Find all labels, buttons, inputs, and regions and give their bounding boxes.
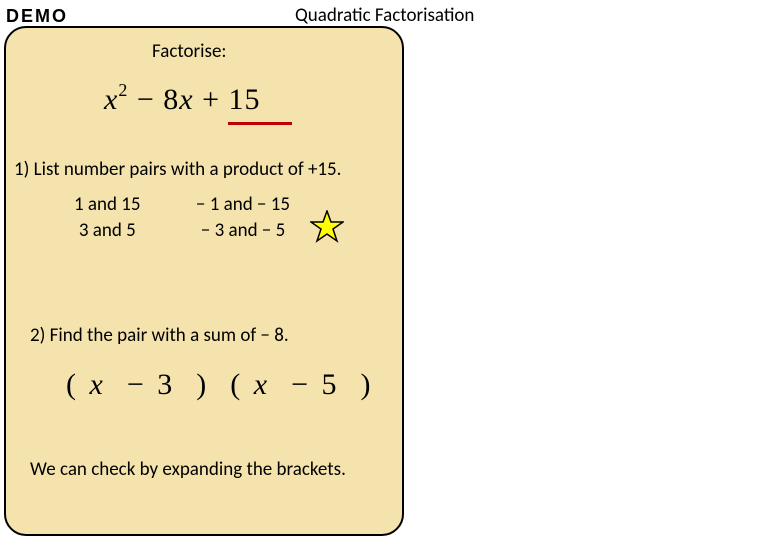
term2-coef: 8: [163, 83, 179, 116]
term2-var: x: [179, 83, 193, 116]
factored-expression: ( x − 3 ) ( x − 5 ): [66, 368, 374, 402]
pairs-negative: − 1 and − 15 − 3 and − 5: [196, 192, 290, 244]
star-icon: [310, 210, 344, 244]
paren-open: (: [66, 368, 79, 401]
paren-close: ): [196, 368, 209, 401]
star-shape: [311, 211, 343, 241]
pair-row: − 3 and − 5: [196, 218, 290, 244]
check-text: We can check by expanding the brackets.: [30, 458, 346, 481]
paren-open: (: [230, 368, 243, 401]
step2-text: 2) Find the pair with a sum of − 8.: [30, 324, 289, 347]
main-panel: Factorise: x2 − 8x + 15 1) List number p…: [4, 26, 404, 536]
pair-row: − 1 and − 15: [196, 192, 290, 218]
factorise-label: Factorise:: [152, 40, 227, 63]
pair-row: 3 and 5: [74, 218, 141, 244]
demo-label: DEMO: [6, 6, 68, 27]
factor-n2: 5: [322, 368, 340, 401]
term1-exponent: 2: [118, 80, 128, 100]
pairs-positive: 1 and 15 3 and 5: [74, 192, 141, 244]
factor-op: −: [291, 368, 311, 401]
factor-op: −: [127, 368, 147, 401]
term3: 15: [229, 83, 261, 116]
factor-var: x: [254, 368, 270, 401]
factor-n1: 3: [157, 368, 175, 401]
op-minus: −: [137, 83, 155, 116]
pair-row: 1 and 15: [74, 192, 141, 218]
paren-close: ): [361, 368, 374, 401]
factor-var: x: [90, 368, 106, 401]
term1-base: x: [104, 83, 118, 116]
quadratic-expression: x2 − 8x + 15: [104, 82, 261, 117]
page-title: Quadratic Factorisation: [295, 4, 474, 27]
step1-text: 1) List number pairs with a product of +…: [14, 158, 341, 181]
constant-underline: [228, 122, 292, 125]
op-plus: +: [202, 83, 220, 116]
